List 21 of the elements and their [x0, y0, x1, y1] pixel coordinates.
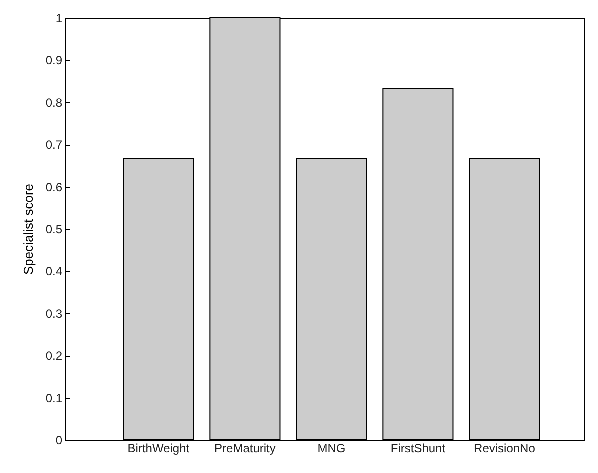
bar: [469, 158, 540, 440]
y-tick-label: 0.5: [46, 222, 63, 236]
y-tick-label: 0.7: [46, 138, 63, 152]
x-tick-label: RevisionNo: [474, 442, 536, 456]
y-tick-label: 0.3: [46, 306, 63, 321]
y-tick-label: 1: [56, 12, 63, 26]
x-tick-label: BirthWeight: [128, 442, 190, 456]
y-tick-label: 0.4: [46, 264, 63, 279]
y-tick-label: 0.8: [46, 96, 63, 110]
y-tick-label: 0.9: [46, 54, 63, 68]
y-tick-label: 0.2: [46, 349, 63, 364]
y-tick-label: 0.1: [46, 391, 63, 406]
y-tick-label: 0.6: [46, 180, 63, 194]
bar: [296, 158, 368, 440]
x-tick-label: PreMaturity: [214, 442, 276, 456]
x-tick-label: MNG: [318, 442, 346, 456]
y-axis-title: Specialist score: [20, 184, 36, 276]
bar: [123, 158, 194, 440]
y-tick-label: 0: [56, 434, 63, 448]
bar: [382, 88, 454, 440]
x-tick-label: FirstShunt: [390, 442, 446, 456]
